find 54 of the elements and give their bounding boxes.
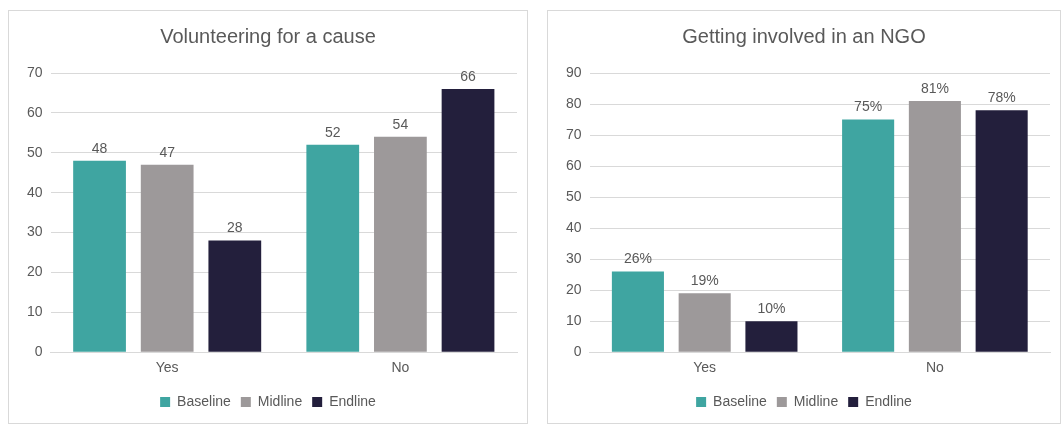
data-label: 10% bbox=[757, 300, 786, 317]
data-label: 47 bbox=[159, 143, 176, 160]
bar bbox=[208, 240, 262, 352]
data-label: 78% bbox=[987, 89, 1016, 106]
bar bbox=[374, 136, 427, 352]
y-tick-label: 10 bbox=[565, 312, 582, 329]
y-tick-label: 20 bbox=[26, 263, 43, 280]
bar bbox=[441, 88, 495, 352]
y-tick-label: 20 bbox=[565, 281, 582, 298]
y-tick-label: 60 bbox=[565, 156, 582, 173]
bar bbox=[140, 164, 194, 352]
data-label: 48 bbox=[91, 139, 108, 156]
legend-label: Baseline bbox=[177, 392, 232, 409]
data-label: 81% bbox=[920, 79, 949, 96]
data-label: 66 bbox=[460, 67, 477, 84]
bar bbox=[611, 271, 664, 352]
legend-label: Baseline bbox=[713, 392, 768, 409]
y-tick-label: 30 bbox=[565, 249, 582, 266]
y-tick-label: 80 bbox=[565, 94, 582, 111]
x-tick-label: Yes bbox=[693, 359, 717, 376]
y-tick-label: 50 bbox=[26, 143, 43, 160]
bar bbox=[306, 144, 360, 352]
chart-title: Volunteering for a cause bbox=[160, 24, 376, 47]
y-tick-label: 10 bbox=[26, 303, 43, 320]
data-label: 52 bbox=[324, 123, 341, 140]
data-label: 19% bbox=[690, 272, 719, 289]
y-tick-label: 70 bbox=[26, 63, 43, 80]
y-tick-label: 0 bbox=[34, 343, 43, 360]
y-tick-label: 70 bbox=[565, 125, 582, 142]
y-tick-label: 40 bbox=[26, 183, 43, 200]
bar bbox=[908, 100, 961, 352]
data-label: 28 bbox=[227, 219, 243, 236]
data-label: 75% bbox=[854, 98, 883, 115]
x-tick-label: No bbox=[925, 359, 945, 376]
y-tick-label: 0 bbox=[573, 343, 582, 360]
chart-title: Getting involved in an NGO bbox=[682, 24, 926, 47]
y-tick-label: 90 bbox=[565, 63, 582, 80]
y-tick-label: 50 bbox=[565, 187, 582, 204]
bar bbox=[975, 110, 1028, 352]
data-label: 54 bbox=[392, 115, 409, 132]
y-tick-label: 40 bbox=[565, 218, 582, 235]
bar bbox=[745, 321, 798, 352]
bar bbox=[842, 119, 895, 352]
legend-label: Midline bbox=[793, 392, 839, 409]
x-tick-label: No bbox=[391, 359, 410, 376]
bar bbox=[73, 160, 126, 352]
x-tick-label: Yes bbox=[155, 359, 179, 376]
legend-label: Midline bbox=[257, 392, 303, 409]
y-tick-label: 30 bbox=[26, 223, 43, 240]
y-tick-label: 60 bbox=[26, 103, 43, 120]
data-label: 26% bbox=[623, 250, 652, 267]
legend-label: Endline bbox=[865, 392, 913, 409]
bar bbox=[678, 293, 731, 352]
legend-label: Endline bbox=[329, 392, 377, 409]
